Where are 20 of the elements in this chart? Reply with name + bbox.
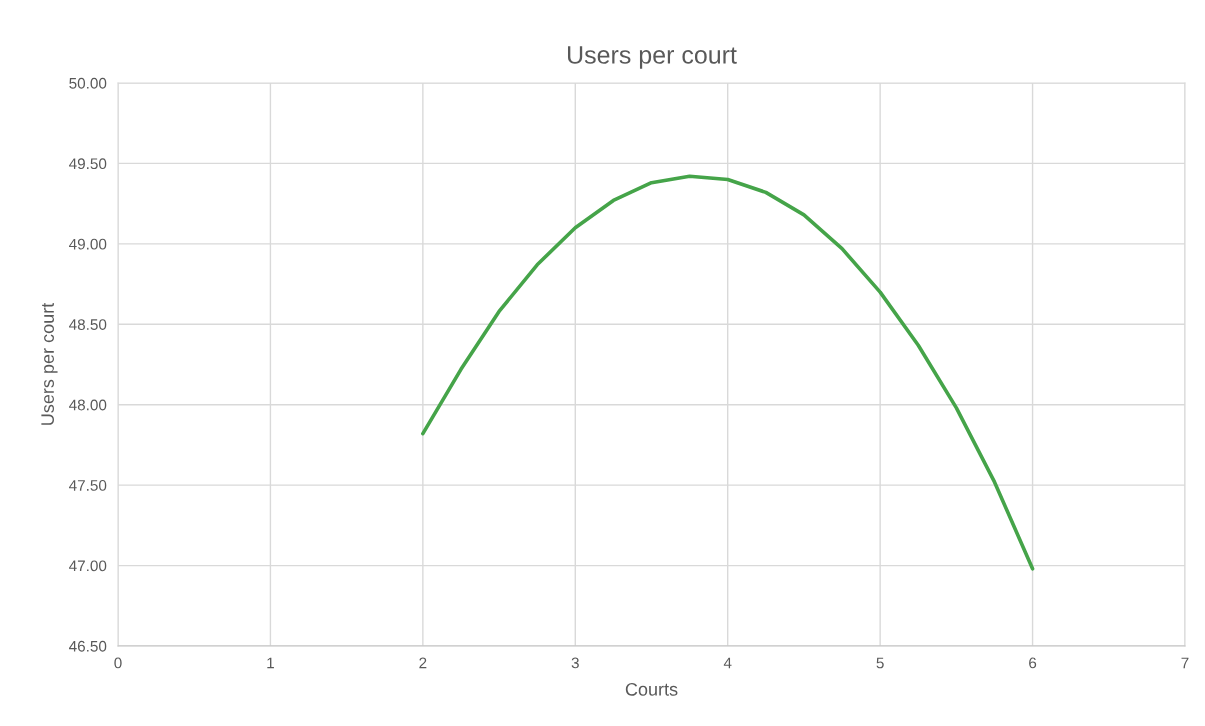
x-tick-label: 1 xyxy=(267,657,274,669)
y-tick-label: 49.00 xyxy=(69,238,107,250)
y-tick-label: 46.50 xyxy=(69,640,107,652)
y-tick-label: 47.50 xyxy=(69,480,107,491)
y-tick-label: 50.00 xyxy=(69,77,107,89)
x-tick-label: 6 xyxy=(1029,657,1037,669)
y-tick-label: 47.00 xyxy=(69,560,107,572)
line-series xyxy=(421,174,1035,571)
y-tick-label: 48.50 xyxy=(69,319,107,330)
x-tick-label: 0 xyxy=(114,657,122,669)
x-tick-label: 2 xyxy=(419,657,427,669)
y-tick-label: 48.00 xyxy=(69,399,107,411)
x-tick-label: 3 xyxy=(571,657,579,669)
x-axis-title: Courts xyxy=(625,682,678,696)
x-tick-label: 7 xyxy=(1181,657,1189,669)
y-tick-label: 49.50 xyxy=(69,158,107,170)
x-tick-label: 5 xyxy=(876,657,884,669)
chart-title: Users per court xyxy=(567,46,737,69)
y-axis-title: Users per court xyxy=(41,302,58,425)
x-tick-label: 4 xyxy=(723,657,732,669)
